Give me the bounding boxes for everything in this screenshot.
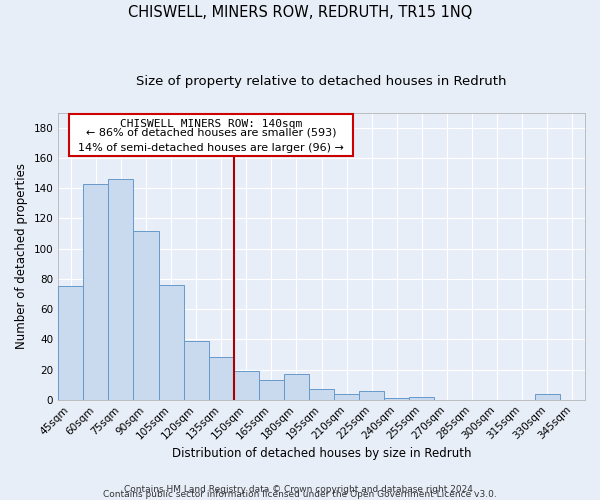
Title: Size of property relative to detached houses in Redruth: Size of property relative to detached ho… (136, 75, 507, 88)
Text: Contains HM Land Registry data © Crown copyright and database right 2024.: Contains HM Land Registry data © Crown c… (124, 484, 476, 494)
Bar (385, 398, 409, 400)
Text: Contains public sector information licensed under the Open Government Licence v3: Contains public sector information licen… (103, 490, 497, 499)
Bar (535, 394, 560, 400)
Bar (209, 358, 234, 400)
Bar (184, 341, 209, 400)
Bar (133, 230, 158, 400)
Text: CHISWELL MINERS ROW: 140sqm: CHISWELL MINERS ROW: 140sqm (120, 118, 302, 128)
Text: ← 86% of detached houses are smaller (593): ← 86% of detached houses are smaller (59… (86, 128, 336, 138)
Text: CHISWELL, MINERS ROW, REDRUTH, TR15 1NQ: CHISWELL, MINERS ROW, REDRUTH, TR15 1NQ (128, 5, 472, 20)
Bar (234, 371, 259, 400)
Bar (158, 285, 184, 400)
Bar (359, 390, 385, 400)
Bar (284, 374, 309, 400)
Bar (58, 286, 83, 400)
Y-axis label: Number of detached properties: Number of detached properties (15, 164, 28, 350)
X-axis label: Distribution of detached houses by size in Redruth: Distribution of detached houses by size … (172, 447, 472, 460)
FancyBboxPatch shape (69, 114, 353, 156)
Bar (334, 394, 359, 400)
Bar (309, 389, 334, 400)
Bar (109, 179, 133, 400)
Bar (259, 380, 284, 400)
Text: 14% of semi-detached houses are larger (96) →: 14% of semi-detached houses are larger (… (78, 144, 344, 154)
Bar (83, 184, 109, 400)
Bar (409, 396, 434, 400)
